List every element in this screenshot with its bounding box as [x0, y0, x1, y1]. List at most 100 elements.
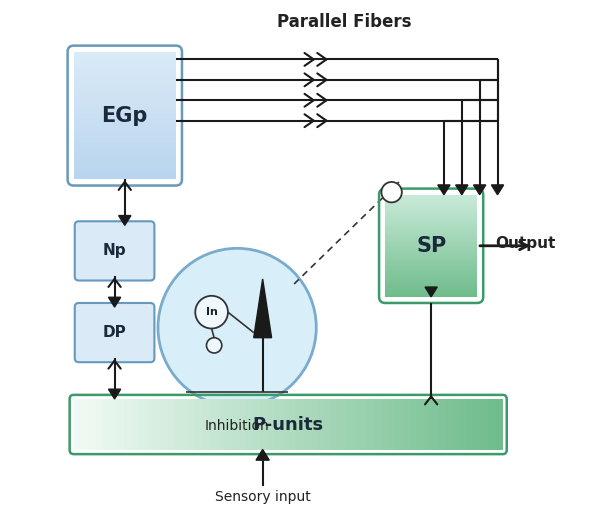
Bar: [73, 77, 176, 79]
Bar: [167, 399, 174, 450]
Bar: [453, 399, 459, 450]
Bar: [73, 111, 176, 114]
Bar: [385, 273, 477, 275]
Bar: [385, 200, 477, 202]
Circle shape: [381, 182, 402, 202]
Bar: [145, 399, 152, 450]
Bar: [385, 230, 477, 232]
Bar: [385, 275, 477, 276]
Bar: [73, 65, 176, 67]
Bar: [202, 399, 209, 450]
Bar: [385, 198, 477, 200]
Bar: [367, 399, 374, 450]
Bar: [385, 293, 477, 295]
Bar: [385, 205, 477, 207]
Bar: [296, 399, 302, 450]
Bar: [385, 236, 477, 237]
Bar: [73, 122, 176, 124]
Bar: [385, 234, 477, 236]
Bar: [385, 232, 477, 234]
Circle shape: [158, 248, 316, 407]
Bar: [385, 260, 477, 261]
Bar: [385, 256, 477, 258]
Bar: [73, 166, 176, 169]
Bar: [417, 399, 424, 450]
Bar: [73, 67, 176, 69]
Polygon shape: [492, 185, 504, 195]
Bar: [385, 222, 477, 224]
Bar: [388, 399, 395, 450]
Bar: [238, 399, 245, 450]
FancyBboxPatch shape: [75, 303, 154, 362]
Bar: [73, 164, 176, 166]
Bar: [431, 399, 438, 450]
Bar: [410, 399, 417, 450]
Bar: [109, 399, 117, 450]
Bar: [73, 101, 176, 103]
Bar: [385, 282, 477, 283]
Bar: [385, 225, 477, 227]
Bar: [489, 399, 495, 450]
Bar: [73, 103, 176, 105]
Text: Output: Output: [495, 236, 555, 251]
Bar: [260, 399, 266, 450]
Bar: [73, 154, 176, 156]
Polygon shape: [456, 185, 468, 195]
Bar: [381, 399, 388, 450]
Bar: [385, 239, 477, 241]
Bar: [481, 399, 489, 450]
Bar: [73, 69, 176, 71]
Bar: [385, 249, 477, 251]
Circle shape: [195, 296, 228, 329]
Bar: [459, 399, 467, 450]
Bar: [385, 219, 477, 220]
Bar: [385, 217, 477, 219]
Bar: [317, 399, 324, 450]
Bar: [438, 399, 446, 450]
Text: EGp: EGp: [101, 105, 148, 125]
Text: Parallel Fibers: Parallel Fibers: [277, 13, 412, 31]
Bar: [360, 399, 367, 450]
Bar: [73, 92, 176, 94]
Bar: [73, 88, 176, 90]
Bar: [385, 242, 477, 244]
Bar: [73, 124, 176, 126]
Bar: [310, 399, 317, 450]
Polygon shape: [473, 185, 486, 195]
Bar: [385, 246, 477, 247]
Bar: [73, 109, 176, 111]
Bar: [73, 120, 176, 122]
Bar: [224, 399, 231, 450]
Bar: [73, 143, 176, 145]
Bar: [374, 399, 381, 450]
Polygon shape: [256, 450, 270, 460]
Bar: [103, 399, 109, 450]
Bar: [281, 399, 288, 450]
Bar: [73, 79, 176, 81]
Bar: [81, 399, 88, 450]
Bar: [73, 160, 176, 162]
Polygon shape: [425, 287, 437, 297]
Bar: [385, 261, 477, 263]
Bar: [188, 399, 195, 450]
Bar: [288, 399, 296, 450]
Bar: [73, 169, 176, 171]
Bar: [73, 107, 176, 109]
Polygon shape: [438, 185, 450, 195]
Bar: [73, 105, 176, 107]
Bar: [385, 270, 477, 271]
Bar: [73, 177, 176, 179]
Bar: [385, 276, 477, 278]
Bar: [385, 214, 477, 215]
Circle shape: [206, 338, 222, 353]
Bar: [385, 280, 477, 282]
Bar: [73, 96, 176, 99]
Bar: [385, 224, 477, 225]
Bar: [73, 162, 176, 164]
Bar: [385, 290, 477, 292]
Bar: [385, 244, 477, 246]
Bar: [160, 399, 167, 450]
Bar: [73, 83, 176, 86]
Bar: [385, 265, 477, 266]
Bar: [474, 399, 481, 450]
